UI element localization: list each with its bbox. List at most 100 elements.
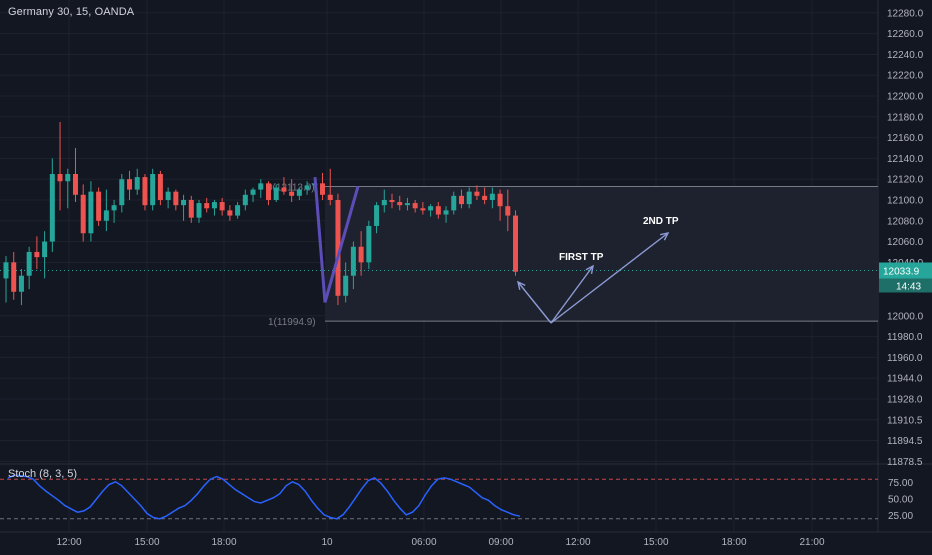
stoch-title: Stoch (8, 3, 5): [8, 468, 78, 480]
candle-body: [451, 195, 457, 211]
price-tick-label: 11910.5: [887, 415, 923, 426]
candle-body: [381, 199, 387, 206]
time-tick-label: 06:00: [411, 537, 436, 548]
fib-drawing-line-down: [313, 176, 327, 303]
stoch-tick-label: 50.00: [888, 495, 913, 506]
countdown-value: 14:43: [896, 282, 921, 293]
candle-body: [134, 177, 140, 190]
candle-body: [49, 173, 55, 242]
candle-body: [428, 206, 434, 211]
time-tick-label: 15:00: [643, 537, 668, 548]
candle-body: [227, 210, 233, 216]
candle-body: [34, 251, 40, 258]
price-tick-label: 12120.0: [887, 175, 924, 186]
arrow-first-tp: [550, 265, 594, 324]
arrow-back: [517, 281, 552, 324]
candle-body: [489, 193, 495, 200]
candle-body: [3, 262, 9, 279]
candle-body: [350, 246, 356, 276]
candle-body: [188, 199, 194, 218]
candle-body: [304, 185, 310, 190]
candle-body: [482, 195, 488, 200]
candle-body: [103, 210, 109, 221]
arrow-second-tp-head: [660, 232, 670, 241]
price-tick-label: 12180.0: [887, 112, 924, 123]
candle-body: [165, 191, 171, 200]
candle-body: [119, 179, 125, 206]
arrow-first-tp-head: [585, 264, 594, 274]
candle-body: [42, 241, 48, 258]
time-tick-label: 12:00: [56, 537, 81, 548]
candle-body: [258, 183, 264, 190]
candle-body: [173, 191, 179, 206]
candle-body: [296, 189, 302, 196]
stoch-tick-label: 25.00: [888, 511, 913, 522]
candle-body: [26, 251, 32, 276]
candle-body: [497, 193, 503, 207]
candle-body: [11, 262, 17, 292]
price-tick-label: 12260.0: [887, 29, 924, 40]
candle-body: [513, 215, 519, 272]
candle-body: [96, 191, 102, 221]
first-tp-label: FIRST TP: [559, 252, 604, 263]
price-tick-label: 11980.0: [887, 332, 923, 343]
candle-body: [327, 194, 333, 200]
candle-body: [474, 191, 480, 196]
range-box: [325, 186, 878, 322]
candle-body: [265, 183, 271, 200]
candle-body: [443, 210, 449, 215]
fib-label-top: 0(12113.0): [267, 182, 315, 193]
price-tick-label: 12160.0: [887, 133, 924, 144]
candle-body: [88, 191, 94, 234]
price-tick-label: 11944.0: [887, 374, 923, 385]
candle-body: [343, 275, 349, 296]
candle-body: [281, 187, 287, 192]
candle-body: [420, 208, 426, 211]
time-tick-label: 09:00: [488, 537, 513, 548]
candle-body: [505, 206, 511, 216]
candle-body: [289, 191, 295, 196]
candle-body: [389, 199, 395, 203]
time-tick-label: 18:00: [211, 537, 236, 548]
time-tick-label: 21:00: [799, 537, 824, 548]
candle-body: [273, 187, 279, 200]
price-tick-label: 12280.0: [887, 8, 924, 19]
candle-body: [80, 194, 86, 234]
candle-body: [466, 191, 472, 205]
price-tick-label: 11878.5: [887, 457, 923, 468]
candle-body: [72, 173, 78, 195]
second-tp-label: 2ND TP: [643, 216, 679, 227]
candle-body: [57, 173, 63, 182]
candle-body: [219, 202, 225, 211]
price-tick-label: 12140.0: [887, 154, 924, 165]
candle-body: [18, 275, 24, 292]
time-tick-label: 18:00: [721, 537, 746, 548]
stoch-line: [7, 474, 521, 520]
candle-body: [150, 173, 156, 206]
fib-label-bottom: 1(11994.9): [268, 317, 316, 328]
stoch-tick-label: 75.00: [888, 478, 913, 489]
current-price-tag: [879, 262, 932, 279]
price-tick-label: 12000.0: [887, 311, 924, 322]
current-price-value: 12033.9: [883, 267, 920, 278]
candle-body: [127, 179, 133, 190]
price-tick-label: 11960.0: [887, 353, 923, 364]
fib-drawing-line-up: [323, 186, 360, 303]
countdown-tag: [879, 278, 932, 293]
candle-body: [458, 195, 464, 205]
price-tick-label: 12200.0: [887, 92, 924, 103]
candle-body: [366, 225, 372, 263]
candle-body: [404, 203, 410, 206]
candle-body: [435, 206, 441, 215]
candle-body: [181, 199, 187, 206]
time-tick-label: 10: [321, 537, 333, 548]
price-tick-label: 12100.0: [887, 195, 924, 206]
candle-body: [157, 173, 163, 200]
time-tick-label: 12:00: [565, 537, 590, 548]
candle-body: [65, 173, 71, 182]
candle-body: [250, 189, 256, 195]
price-tick-label: 12220.0: [887, 71, 924, 82]
symbol-title: Germany 30, 15, OANDA: [8, 6, 135, 18]
